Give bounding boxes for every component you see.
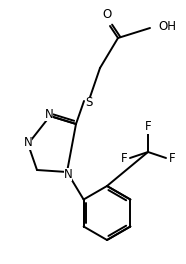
Text: N: N: [45, 107, 53, 120]
Text: OH: OH: [158, 21, 176, 34]
Text: N: N: [64, 167, 72, 181]
Text: F: F: [145, 120, 151, 134]
Text: O: O: [102, 8, 112, 21]
Text: N: N: [24, 136, 32, 149]
Text: S: S: [85, 97, 93, 110]
Text: F: F: [169, 152, 175, 164]
Text: F: F: [121, 152, 127, 164]
